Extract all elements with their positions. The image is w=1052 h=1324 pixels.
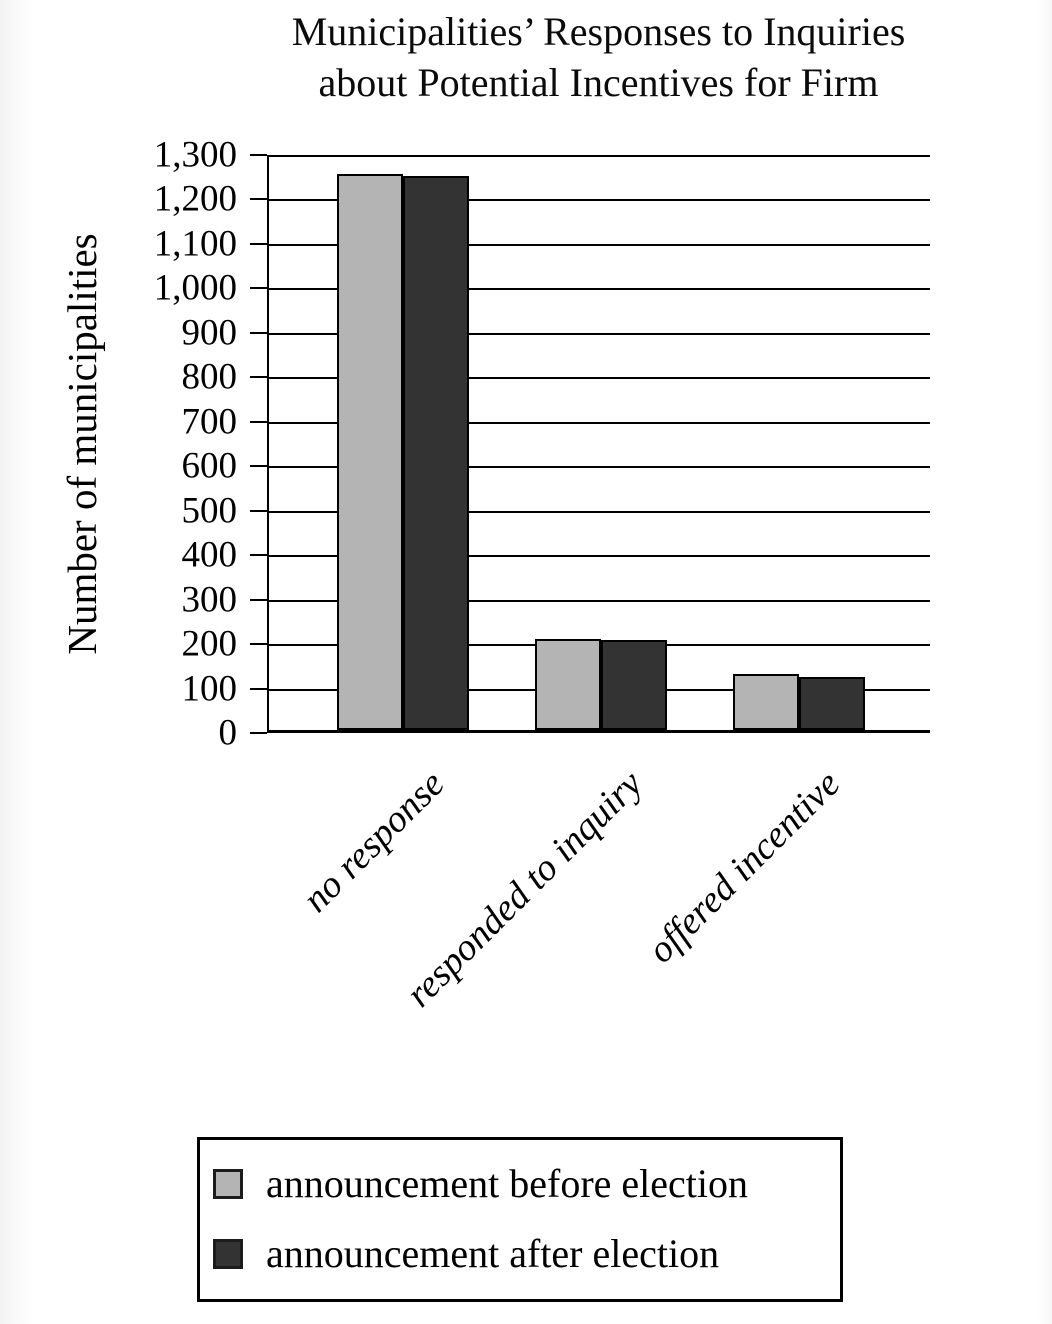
y-tick-mark-900 bbox=[250, 332, 267, 334]
y-tick-label-600: 600 bbox=[181, 445, 238, 487]
chart-title-line-1: Municipalities’ Responses to Inquiries bbox=[291, 9, 906, 54]
bar-offered-incentive-after bbox=[799, 677, 865, 730]
gridline-700 bbox=[269, 422, 930, 424]
y-tick-label-400: 400 bbox=[181, 534, 238, 576]
y-tick-label-1-200: 1,200 bbox=[153, 178, 237, 220]
chart-title: Municipalities’ Responses to Inquiries a… bbox=[145, 6, 1052, 108]
page-edge-shadow-right bbox=[1038, 0, 1052, 1324]
y-tick-label-0: 0 bbox=[218, 712, 238, 754]
gridline-500 bbox=[269, 511, 930, 513]
gridline-300 bbox=[269, 600, 930, 602]
gridline-400 bbox=[269, 555, 930, 557]
plot-area bbox=[267, 155, 930, 733]
legend-item-after-election: announcement after election bbox=[213, 1234, 719, 1274]
x-axis-label-offered-incentive: offered incentive bbox=[639, 762, 849, 972]
legend-label-before-election: announcement before election bbox=[266, 1161, 748, 1206]
gridline-600 bbox=[269, 466, 930, 468]
y-tick-mark-0 bbox=[250, 732, 267, 734]
legend-item-before-election: announcement before election bbox=[213, 1164, 748, 1204]
y-tick-mark-1-300 bbox=[250, 154, 267, 156]
chart-title-line-2: about Potential Incentives for Firm bbox=[318, 60, 879, 105]
bar-responded-to-inquiry-after bbox=[601, 640, 667, 730]
page-edge-shadow-left bbox=[0, 0, 34, 1324]
y-tick-mark-500 bbox=[250, 510, 267, 512]
gridline-1000 bbox=[269, 288, 930, 290]
y-tick-label-500: 500 bbox=[181, 490, 238, 532]
y-tick-label-100: 100 bbox=[181, 668, 238, 710]
legend: announcement before election announcemen… bbox=[197, 1137, 843, 1302]
legend-swatch-after-election bbox=[213, 1239, 243, 1269]
y-tick-mark-700 bbox=[250, 421, 267, 423]
y-tick-mark-400 bbox=[250, 554, 267, 556]
bar-no-response-after bbox=[403, 176, 469, 730]
y-tick-mark-800 bbox=[250, 376, 267, 378]
gridline-1200 bbox=[269, 199, 930, 201]
y-tick-label-300: 300 bbox=[181, 579, 238, 621]
bar-no-response-before bbox=[337, 174, 403, 730]
y-tick-mark-300 bbox=[250, 599, 267, 601]
y-tick-label-1-000: 1,000 bbox=[153, 267, 237, 309]
legend-swatch-before-election bbox=[213, 1169, 243, 1199]
y-tick-label-1-100: 1,100 bbox=[153, 223, 237, 265]
y-tick-mark-600 bbox=[250, 465, 267, 467]
y-tick-mark-200 bbox=[250, 643, 267, 645]
y-tick-mark-1-200 bbox=[250, 198, 267, 200]
legend-label-after-election: announcement after election bbox=[266, 1231, 720, 1276]
gridline-1300 bbox=[269, 155, 930, 157]
y-tick-label-200: 200 bbox=[181, 623, 238, 665]
gridline-900 bbox=[269, 333, 930, 335]
y-tick-mark-1-100 bbox=[250, 243, 267, 245]
gridline-800 bbox=[269, 377, 930, 379]
gridline-1100 bbox=[269, 244, 930, 246]
x-axis-label-no-response: no response bbox=[294, 762, 453, 921]
y-tick-label-800: 800 bbox=[181, 356, 238, 398]
y-tick-label-1-300: 1,300 bbox=[153, 134, 237, 176]
bar-offered-incentive-before bbox=[733, 674, 799, 730]
bar-responded-to-inquiry-before bbox=[535, 639, 601, 730]
y-tick-label-700: 700 bbox=[181, 401, 238, 443]
y-tick-mark-100 bbox=[250, 688, 267, 690]
y-tick-label-900: 900 bbox=[181, 312, 238, 354]
y-tick-mark-1-000 bbox=[250, 287, 267, 289]
